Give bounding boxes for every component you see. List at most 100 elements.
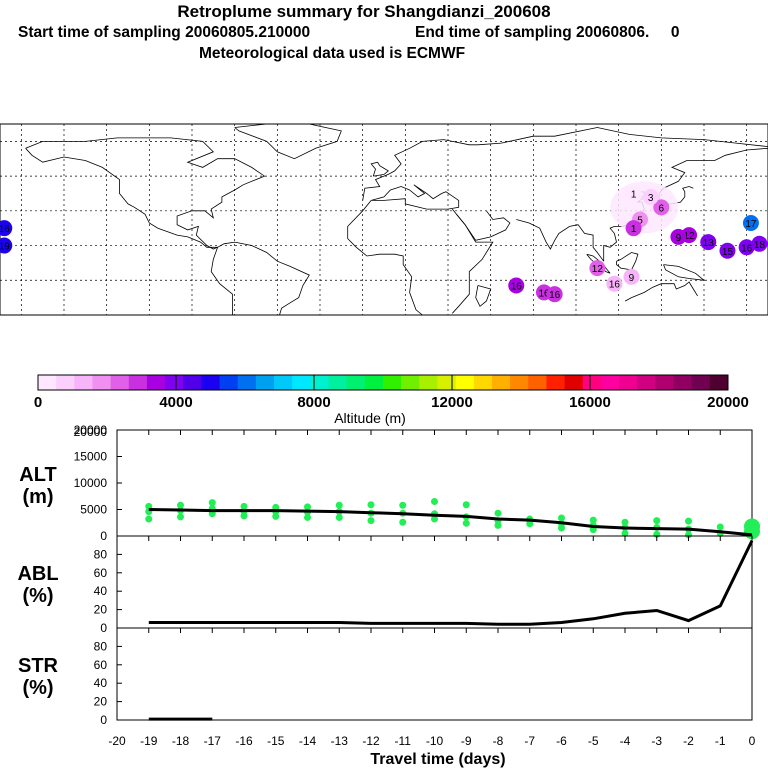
colorbar-axis-label: Altitude (m) bbox=[334, 410, 406, 426]
plume-point bbox=[623, 268, 640, 285]
colorbar-tick-label: 4000 bbox=[159, 394, 192, 411]
coastline-new-guinea bbox=[663, 264, 706, 281]
colorbar-swatch bbox=[255, 375, 275, 390]
alt-ytick-label: 20000 bbox=[74, 423, 108, 437]
abl-ytick-label: 20 bbox=[94, 603, 108, 617]
xtick-label: -17 bbox=[204, 734, 222, 748]
plume-point-label: 9 bbox=[629, 273, 635, 284]
start-time-label: Start time of sampling 20060805.210000 bbox=[18, 24, 311, 41]
time-series-panels: 0500010000150002000020000ALT(m)020406080… bbox=[17, 423, 760, 768]
coastline-madagascar bbox=[475, 285, 492, 307]
altitude-colorbar: 0 4000 8000 12000 16000 20000 Altitude (m) bbox=[34, 374, 749, 426]
alt-scatter-point bbox=[462, 501, 470, 509]
colorbar-swatch bbox=[38, 375, 57, 390]
plume-point-label: 16 bbox=[0, 224, 10, 235]
colorbar-swatch bbox=[673, 375, 693, 390]
xtick-label: -9 bbox=[461, 734, 472, 748]
alt-scatter-point bbox=[367, 517, 375, 525]
xtick-label: -10 bbox=[426, 734, 444, 748]
colorbar-swatch bbox=[383, 375, 402, 390]
xtick-label: -5 bbox=[588, 734, 599, 748]
plume-point-label: 15 bbox=[722, 247, 734, 258]
abl-ytick-label: 80 bbox=[94, 547, 108, 561]
coastline-europe bbox=[362, 127, 768, 201]
plume-point bbox=[742, 214, 759, 231]
alt-ytick-label: 5000 bbox=[80, 503, 107, 517]
coastline-sumatra bbox=[586, 253, 611, 274]
colorbar-swatch bbox=[74, 375, 93, 390]
plume-point-label: 5 bbox=[637, 216, 643, 227]
colorbar-swatch bbox=[619, 375, 638, 390]
alt-scatter-point bbox=[367, 501, 375, 509]
alt-scatter-point bbox=[716, 523, 724, 531]
alt-scatter-point bbox=[304, 503, 311, 511]
colorbar-swatch bbox=[274, 375, 293, 390]
xtick-label: -20 bbox=[108, 734, 126, 748]
colorbar-frame bbox=[37, 374, 729, 391]
alt-scatter-point bbox=[621, 529, 629, 537]
alt-scatter-point bbox=[494, 509, 502, 517]
alt-scatter-point bbox=[494, 521, 502, 529]
coastline-arabia bbox=[456, 210, 511, 241]
alt-scatter-point bbox=[526, 520, 534, 528]
alt-scatter-point bbox=[431, 498, 438, 506]
alt-ytick-label: 10000 bbox=[74, 476, 108, 490]
xtick-label: -13 bbox=[331, 734, 349, 748]
xtick-label: -7 bbox=[524, 734, 535, 748]
coastline-south-america-west bbox=[210, 247, 233, 315]
xtick-label: -19 bbox=[140, 734, 158, 748]
xtick-label: -15 bbox=[267, 734, 285, 748]
plume-point bbox=[700, 234, 717, 251]
plume-point bbox=[642, 188, 659, 205]
colorbar-swatch bbox=[528, 375, 547, 390]
xtick-label: -8 bbox=[493, 734, 504, 748]
colorbar-swatch bbox=[709, 375, 729, 390]
abl-ytick-label: 40 bbox=[94, 584, 108, 598]
colorbar-tick-label: 8000 bbox=[297, 394, 330, 411]
plume-point-label: 12 bbox=[592, 264, 604, 275]
xtick-label: -6 bbox=[556, 734, 567, 748]
xtick-label: 0 bbox=[749, 734, 756, 748]
colorbar-swatch bbox=[183, 375, 202, 390]
alt-scatter-point bbox=[558, 514, 565, 522]
colorbar-swatch bbox=[600, 375, 620, 390]
colorbar-tick-label: 12000 bbox=[431, 394, 473, 411]
plume-point-label: 3 bbox=[648, 193, 654, 204]
plume-point bbox=[606, 275, 623, 292]
xtick-label: -4 bbox=[620, 734, 631, 748]
colorbar-swatch bbox=[637, 375, 656, 390]
colorbar-tick-label: 16000 bbox=[569, 394, 611, 411]
colorbar-swatch bbox=[419, 375, 438, 390]
xtick-label: -12 bbox=[362, 734, 380, 748]
plume-point-label: 16 bbox=[549, 290, 561, 301]
plume-point-label: 1 bbox=[631, 224, 637, 235]
alt-scatter-point bbox=[685, 531, 692, 539]
colorbar-swatch bbox=[491, 375, 511, 390]
colorbar-tick-label: 0 bbox=[34, 394, 42, 411]
colorbar-swatch bbox=[237, 375, 257, 390]
colorbar-swatch bbox=[437, 375, 457, 390]
chart-title: Retroplume summary for Shangdianzi_20060… bbox=[177, 2, 551, 21]
colorbar-swatch bbox=[310, 375, 330, 390]
alt-scatter-point bbox=[145, 515, 153, 523]
coastline-uk bbox=[370, 161, 389, 177]
plume-point-label: 16 bbox=[609, 280, 621, 291]
str-ytick-label: 20 bbox=[94, 695, 108, 709]
str-ylabel-unit: (%) bbox=[22, 677, 53, 699]
end-time-label: End time of sampling 20060806. 0 bbox=[415, 24, 680, 41]
colorbar-swatch bbox=[510, 375, 529, 390]
colorbar-swatch bbox=[582, 375, 602, 390]
abl-ylabel: ABL bbox=[17, 563, 58, 585]
xtick-label: -2 bbox=[683, 734, 694, 748]
str-ytick-label: 80 bbox=[94, 639, 108, 653]
str-ytick-label: 0 bbox=[100, 713, 107, 727]
coastline-australia-top bbox=[624, 281, 698, 302]
met-data-label: Meteorological data used is ECMWF bbox=[198, 45, 466, 62]
alt-ytick-label: 20000 bbox=[74, 425, 108, 439]
colorbar-swatch bbox=[128, 375, 148, 390]
plume-point-label: 9 bbox=[676, 233, 682, 244]
plume-point bbox=[0, 220, 13, 237]
coastline-india bbox=[516, 219, 605, 262]
